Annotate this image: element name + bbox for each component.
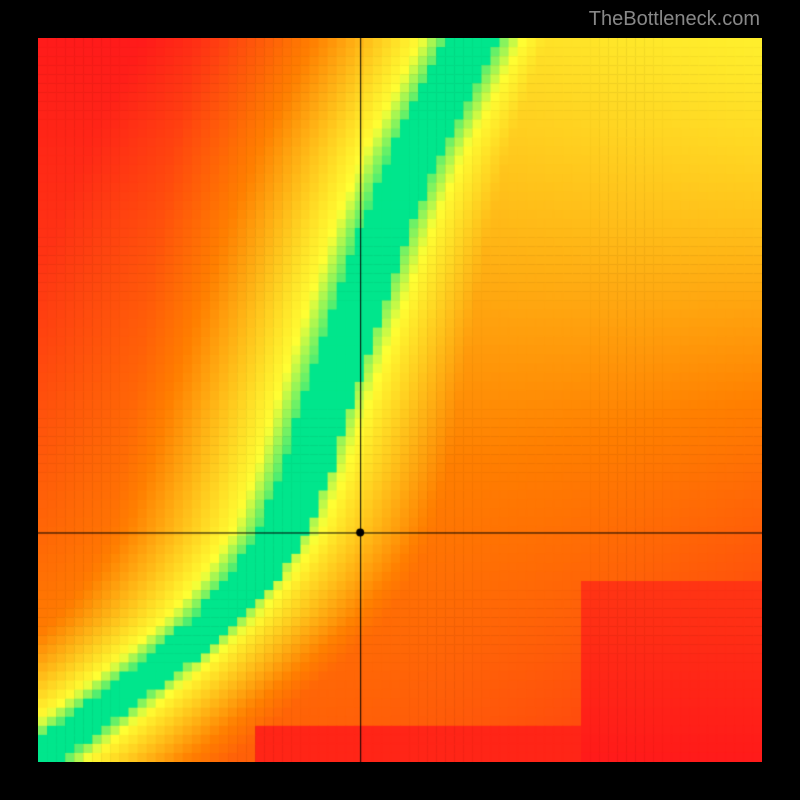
chart-container: TheBottleneck.com [0,0,800,800]
watermark-text: TheBottleneck.com [589,8,760,31]
heatmap-canvas [38,38,762,762]
heatmap-plot [38,38,762,762]
